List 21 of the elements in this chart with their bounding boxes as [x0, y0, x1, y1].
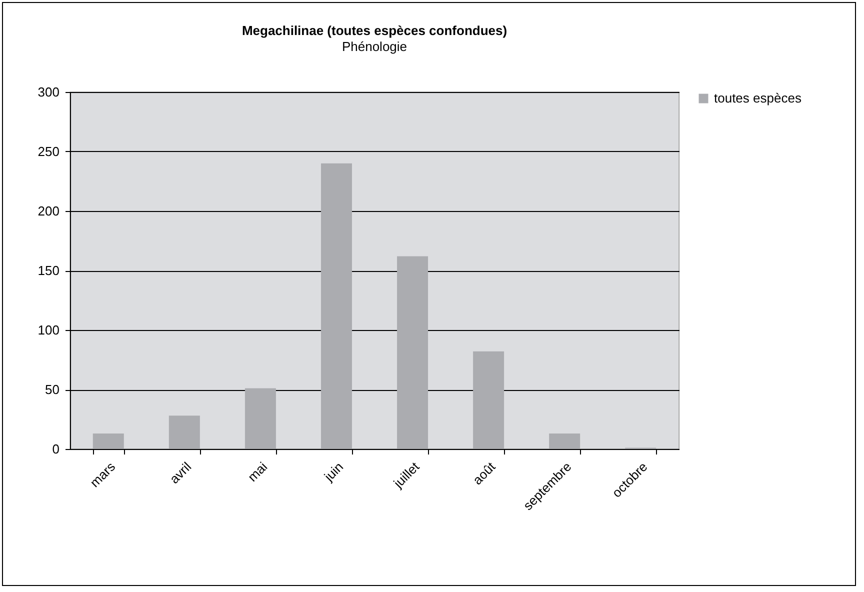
bar	[168, 416, 200, 449]
bar	[549, 434, 580, 449]
bar	[92, 434, 124, 449]
bar	[244, 388, 276, 449]
x-tick-label: mai	[244, 459, 270, 485]
y-tick-label: 150	[38, 263, 60, 278]
y-tick-label: 0	[52, 442, 60, 456]
legend-label: toutes espèces	[714, 90, 802, 106]
bar	[320, 163, 352, 449]
bar	[397, 256, 428, 449]
x-tick-label: juin	[320, 459, 346, 485]
y-tick-label: 200	[38, 204, 60, 218]
bar	[473, 351, 504, 449]
y-tick-label: 250	[38, 144, 60, 159]
chart-subtitle: Phénologie	[342, 39, 408, 54]
y-tick-label: 50	[45, 382, 60, 397]
y-tick-label: 100	[38, 322, 60, 338]
chart-title: Megachilinae (toutes espèces confondues)	[242, 23, 508, 38]
x-tick-label: avril	[166, 459, 194, 487]
y-tick-label: 300	[38, 84, 60, 100]
x-tick-label: août	[470, 458, 499, 488]
